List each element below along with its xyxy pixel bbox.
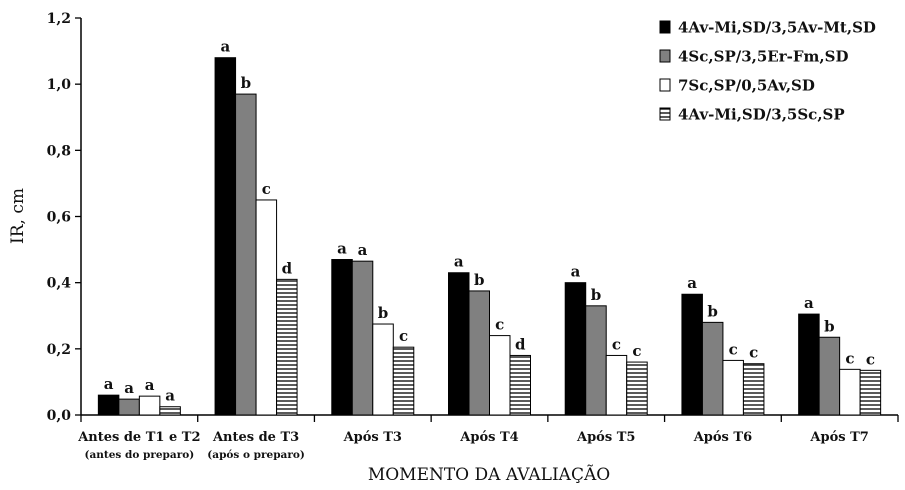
legend-swatch — [659, 49, 671, 63]
bar — [372, 323, 394, 416]
significance-letter: b — [591, 286, 602, 304]
y-axis-label: IR, cm — [8, 188, 28, 244]
y-tick-label: 1,0 — [47, 77, 72, 93]
x-category-label: Antes de T3 — [212, 430, 299, 445]
legend-swatch — [659, 78, 671, 92]
bar — [742, 363, 765, 416]
bar — [276, 278, 298, 416]
x-category-label: Após T7 — [809, 430, 868, 445]
y-tick-label: 0,2 — [47, 342, 71, 358]
legend: 4Av-Mi,SD/3,5Av-Mt,SD 4Sc,SP/3,5Er-Fm,SD 7… — [659, 19, 876, 124]
bar — [839, 368, 861, 416]
x-category-sublabel: (após o preparo) — [207, 449, 305, 461]
x-category-label: Após T6 — [693, 430, 752, 445]
significance-letter: d — [282, 259, 293, 277]
bar — [626, 361, 648, 416]
bar — [118, 398, 140, 416]
significance-letter: a — [358, 241, 368, 259]
legend-label: 7Sc,SP/0,5Av,SD — [678, 77, 815, 95]
significance-letter: a — [124, 379, 134, 397]
bar — [818, 336, 841, 416]
legend-label: 4Av-Mi,SD/3,5Av-Mt,SD — [678, 19, 876, 37]
bar — [509, 354, 531, 416]
y-tick-label: 1,2 — [47, 11, 71, 27]
y-tick-label: 0,0 — [47, 408, 72, 424]
bar — [701, 321, 724, 416]
bar — [97, 394, 120, 416]
significance-letter: a — [337, 240, 347, 258]
legend-swatch — [659, 107, 671, 121]
significance-letter: b — [378, 304, 389, 322]
y-tick-label: 0,6 — [47, 210, 71, 226]
y-tick-label: 0,8 — [47, 143, 71, 159]
x-category-label: Após T4 — [459, 430, 518, 445]
legend-label: 4Av-Mi,SD/3,5Sc,SP — [678, 106, 845, 124]
significance-letter: d — [515, 335, 526, 353]
bar — [468, 290, 490, 416]
bar — [255, 199, 278, 416]
significance-letter: c — [749, 344, 758, 362]
x-axis-label: MOMENTO DA AVALIAÇÃO — [368, 464, 610, 485]
bars-group — [97, 57, 882, 416]
significance-letter: c — [495, 316, 504, 334]
bar — [448, 272, 470, 416]
bar — [331, 259, 353, 416]
bar — [351, 260, 374, 416]
significance-letter: c — [262, 180, 271, 198]
y-tick-label: 0,4 — [47, 276, 72, 292]
bar — [392, 346, 415, 416]
bar — [859, 369, 882, 416]
significance-letter: c — [399, 327, 408, 345]
x-category-label: Antes de T1 e T2 — [77, 430, 200, 445]
significance-letter: b — [474, 271, 485, 289]
legend-swatch — [659, 20, 671, 34]
significance-letter: a — [687, 274, 697, 292]
significance-letter: c — [845, 349, 854, 367]
bar — [798, 313, 820, 416]
x-category-label: Após T3 — [343, 430, 402, 445]
bar — [681, 293, 703, 416]
significance-letter: a — [104, 375, 114, 393]
bar — [214, 57, 237, 416]
legend-label: 4Sc,SP/3,5Er-Fm,SD — [678, 48, 848, 66]
bar — [585, 305, 607, 416]
bar — [722, 359, 744, 416]
significance-letter: b — [241, 74, 252, 92]
significance-letter: a — [571, 263, 581, 281]
bar — [138, 395, 161, 416]
significance-letter: a — [804, 294, 814, 312]
bar — [159, 406, 181, 416]
x-category-sublabel: (antes do preparo) — [84, 449, 194, 461]
significance-letter: a — [220, 38, 230, 56]
significance-letter: c — [729, 340, 738, 358]
significance-letter: a — [165, 387, 175, 405]
significance-letter: b — [707, 302, 718, 320]
significance-letter: c — [866, 350, 875, 368]
x-category-labels: Antes de T1 e T2 (antes do preparo) Antes … — [77, 430, 869, 461]
significance-letter: b — [824, 317, 835, 335]
bar — [605, 354, 628, 416]
bar — [564, 282, 587, 416]
significance-letter: a — [145, 376, 155, 394]
x-category-label: Após T5 — [576, 430, 635, 445]
bar — [489, 335, 511, 416]
significance-letter: c — [632, 342, 641, 360]
significance-letter: c — [612, 335, 621, 353]
bar — [235, 93, 257, 416]
significance-letter: a — [454, 253, 464, 271]
